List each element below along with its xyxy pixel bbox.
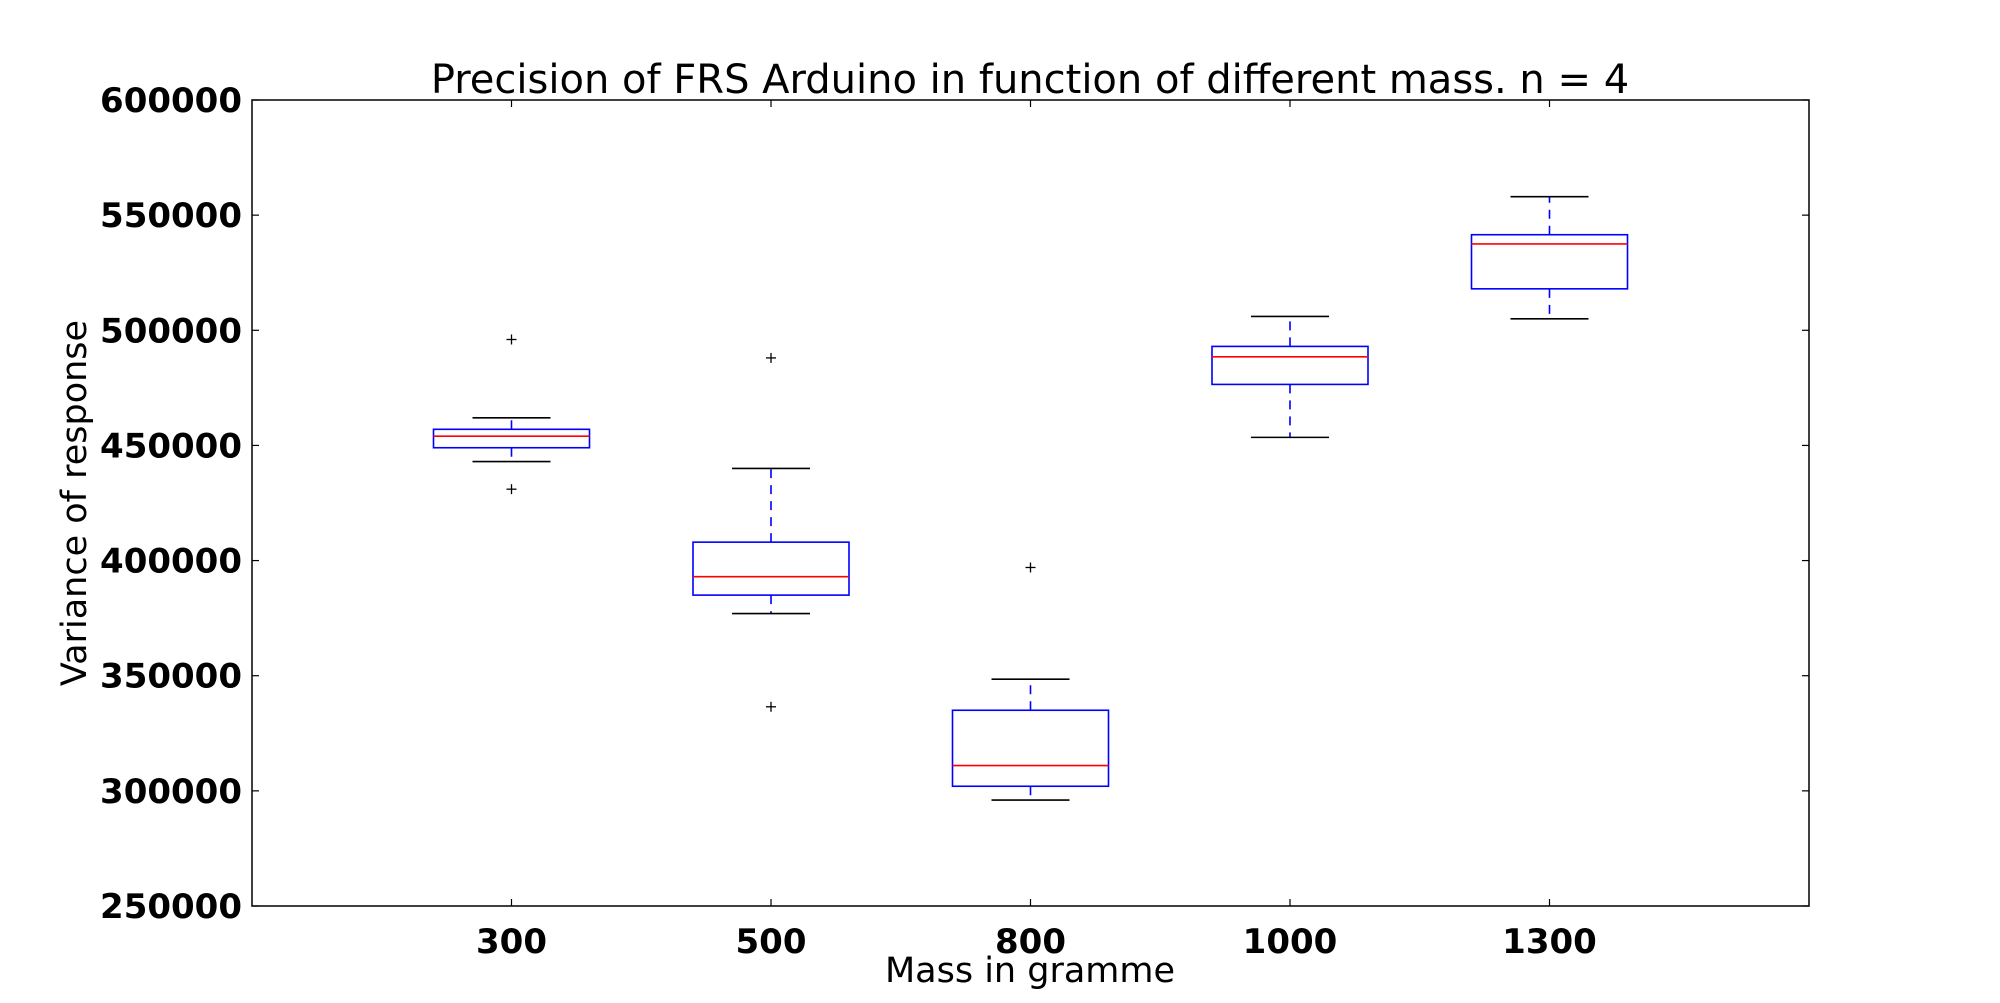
x-tick-label: 800 xyxy=(995,922,1066,962)
y-tick-label: 450000 xyxy=(100,426,242,466)
boxes xyxy=(432,195,1629,801)
iqr-box xyxy=(951,709,1110,788)
x-axis: 300 500 800 1000 1300 xyxy=(476,100,1597,962)
outlier-point xyxy=(506,334,517,345)
y-tick-label: 500000 xyxy=(100,311,242,351)
y-axis: 250000 300000 350000 400000 450000 500000 5500… xyxy=(100,81,1809,927)
outlier-point xyxy=(506,484,517,495)
box-500 xyxy=(692,352,850,712)
x-tick-label: 1300 xyxy=(1502,922,1597,962)
x-tick-label: 300 xyxy=(476,922,547,962)
y-tick-label: 300000 xyxy=(100,772,242,812)
iqr-box xyxy=(1470,233,1629,290)
y-axis-label: Variance of response xyxy=(55,320,95,686)
chart-title: Precision of FRS Arduino in function of … xyxy=(431,57,1629,103)
iqr-box xyxy=(432,428,591,449)
iqr-box xyxy=(1211,345,1369,386)
outlier-point xyxy=(1025,562,1036,573)
box-1300 xyxy=(1470,195,1629,320)
y-tick-label: 600000 xyxy=(100,81,242,121)
box-800 xyxy=(951,562,1110,801)
x-tick-label: 500 xyxy=(736,922,807,962)
x-axis-label: Mass in gramme xyxy=(885,951,1175,991)
outlier-point xyxy=(766,352,776,363)
y-tick-label: 400000 xyxy=(100,542,242,582)
iqr-box xyxy=(692,541,850,596)
x-tick-label: 1000 xyxy=(1243,922,1338,962)
y-tick-label: 250000 xyxy=(100,887,242,927)
box-300 xyxy=(432,334,591,495)
box-1000 xyxy=(1211,315,1369,439)
outlier-point xyxy=(766,701,776,712)
y-tick-label: 550000 xyxy=(100,196,242,236)
y-tick-label: 350000 xyxy=(100,657,242,697)
